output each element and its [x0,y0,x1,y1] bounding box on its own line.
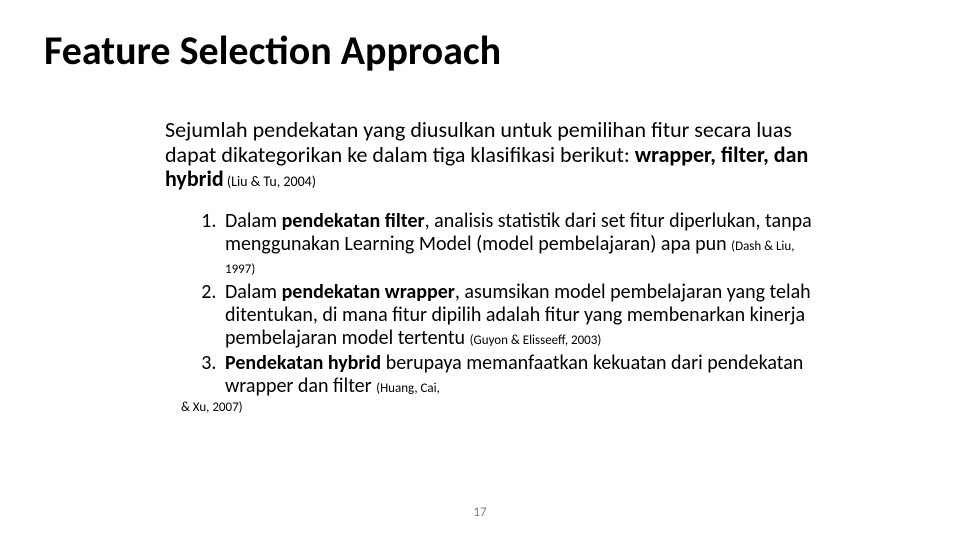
list-item: Dalam pendekatan wrapper, asumsikan mode… [221,281,825,350]
item-bold: Pendekatan hybrid [225,351,381,375]
intro-paragraph: Sejumlah pendekatan yang diusulkan untuk… [165,118,825,192]
slide-body: Sejumlah pendekatan yang diusulkan untuk… [165,118,825,415]
intro-citation: (Liu & Tu, 2004) [224,173,316,190]
numbered-list: Dalam pendekatan filter, analisis statis… [165,210,825,398]
list-item: Pendekatan hybrid berupaya memanfaatkan … [221,352,825,398]
page-number: 17 [0,505,960,520]
slide: Feature Selection Approach Sejumlah pend… [0,0,960,540]
item-citation: (Huang, Cai, [376,381,440,396]
slide-title: Feature Selection Approach [44,30,501,72]
item-pre: Dalam [225,280,282,304]
item-bold: pendekatan filter [282,209,425,233]
item-citation: (Guyon & Elisseeff, 2003) [470,333,602,348]
item-pre: Dalam [225,209,282,233]
list-item: Dalam pendekatan filter, analisis statis… [221,210,825,279]
trailing-citation: & Xu, 2007) [165,400,825,416]
item-bold: pendekatan wrapper [282,280,455,304]
